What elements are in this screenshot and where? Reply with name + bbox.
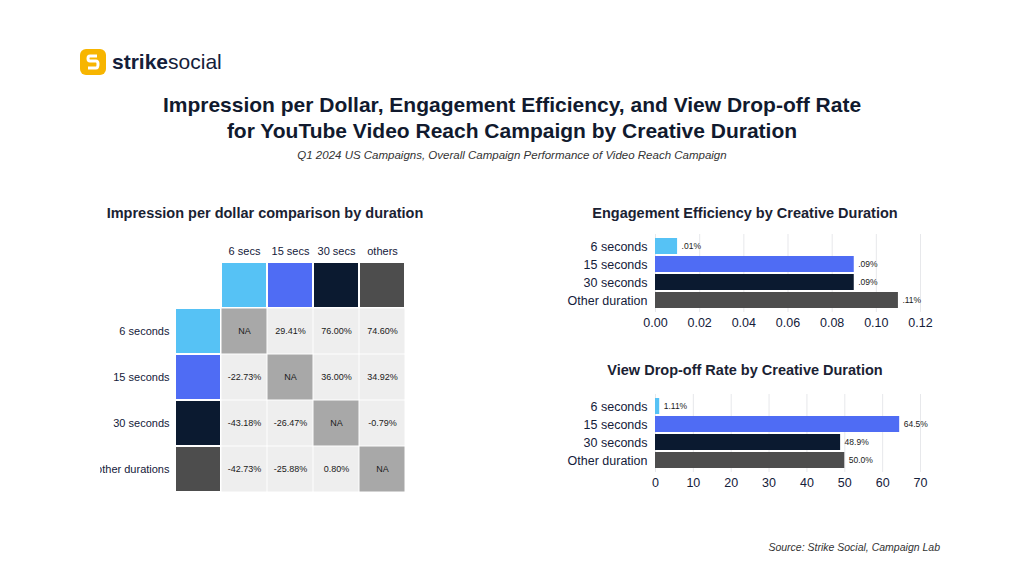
svg-text:.09%: .09% [858,259,878,269]
svg-text:64.5%: 64.5% [904,419,929,429]
svg-text:10: 10 [686,476,700,490]
html-text:Impression per dollar comparis: Impression per dollar comparison by dura… [106,205,424,221]
svg-text:0.12: 0.12 [908,316,932,330]
svg-text:Other duration: Other duration [568,294,648,308]
svg-text:15 secs: 15 secs [272,245,310,257]
svg-text:34.92%: 34.92% [367,372,398,382]
svg-text:0.10: 0.10 [864,316,888,330]
svg-text:.09%: .09% [858,277,878,287]
svg-text:70: 70 [914,476,928,490]
svg-text:48.9%: 48.9% [845,437,870,447]
svg-text:-0.79%: -0.79% [368,418,397,428]
svg-text:NA: NA [330,418,343,428]
svg-text:-42.73%: -42.73% [228,464,262,474]
svg-text:NA: NA [376,464,389,474]
html-text:strike social: strike social [112,50,222,73]
svg-text:0.02: 0.02 [687,316,711,330]
html-text:View Drop-off Rate by Creative: View Drop-off Rate by Creative Duration [607,362,883,378]
html-text:Source: Strike Social, Campaig: Source: Strike Social, Campaign Lab [768,541,940,553]
svg-text:29.41%: 29.41% [275,326,306,336]
svg-text:30 seconds: 30 seconds [113,417,170,429]
svg-text:15 seconds: 15 seconds [113,371,170,383]
svg-text:other durations: other durations [100,463,170,475]
svg-text:1.11%: 1.11% [664,401,688,411]
svg-text:-26.47%: -26.47% [274,418,308,428]
svg-text:30 seconds: 30 seconds [584,276,648,290]
svg-text:.11%: .11% [902,295,921,305]
svg-text:20: 20 [724,476,738,490]
svg-text:0.04: 0.04 [732,316,756,330]
svg-text:6 secs: 6 secs [229,245,261,257]
svg-text:6 seconds: 6 seconds [591,240,648,254]
svg-text:76.00%: 76.00% [321,326,352,336]
svg-text:50.0%: 50.0% [849,455,874,465]
svg-text:0.06: 0.06 [776,316,800,330]
html-text:Engagement Efficiency by Creat: Engagement Efficiency by Creative Durati… [592,205,898,221]
svg-text:40: 40 [800,476,814,490]
html-text:Impression per Dollar, Engagem: Impression per Dollar, Engagement Effici… [162,93,862,142]
svg-text:NA: NA [238,326,251,336]
svg-text:15 seconds: 15 seconds [584,258,648,272]
svg-text:others: others [367,245,398,257]
svg-text:-43.18%: -43.18% [228,418,262,428]
svg-text:50: 50 [838,476,852,490]
svg-text:30 seconds: 30 seconds [584,436,648,450]
svg-text:15 seconds: 15 seconds [584,418,648,432]
html-text:Q1 2024 US Campaigns, Overall: Q1 2024 US Campaigns, Overall Campaign P… [297,149,727,161]
svg-text:.01%: .01% [682,241,702,251]
svg-text:6 seconds: 6 seconds [591,400,648,414]
svg-text:0: 0 [652,476,659,490]
svg-text:0.08: 0.08 [820,316,844,330]
svg-text:30 secs: 30 secs [318,245,356,257]
svg-text:30: 30 [762,476,776,490]
svg-text:0.80%: 0.80% [324,464,350,474]
svg-text:-25.88%: -25.88% [274,464,308,474]
svg-text:36.00%: 36.00% [321,372,352,382]
svg-text:6 seconds: 6 seconds [119,325,170,337]
svg-text:74.60%: 74.60% [367,326,398,336]
svg-text:-22.73%: -22.73% [228,372,262,382]
svg-text:Other duration: Other duration [568,454,648,468]
svg-text:60: 60 [876,476,890,490]
svg-text:0.00: 0.00 [643,316,667,330]
svg-text:NA: NA [284,372,297,382]
